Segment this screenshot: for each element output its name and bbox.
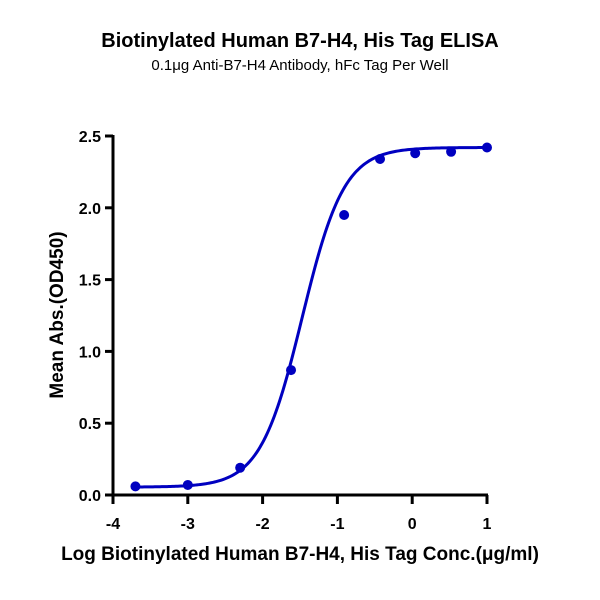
x-tick-label: 0: [408, 516, 417, 533]
x-tick-label: -2: [255, 516, 269, 533]
y-tick-label: 1.0: [79, 344, 101, 361]
data-point: [375, 153, 386, 164]
chart-subtitle: 0.1μg Anti-B7-H4 Antibody, hFc Tag Per W…: [151, 57, 449, 74]
data-points: [130, 142, 492, 492]
data-point: [130, 481, 141, 492]
y-tick-label: 2.5: [79, 129, 101, 146]
data-point: [339, 209, 350, 220]
x-axis-label: Log Biotinylated Human B7-H4, His Tag Co…: [61, 544, 539, 565]
data-point: [182, 479, 193, 490]
chart-title: Biotinylated Human B7-H4, His Tag ELISA: [101, 30, 499, 52]
tick-labels: 0.0 0.5 1.0 1.5 2.0 2.5 -4 -3 -2 -1 0 1: [79, 129, 492, 533]
x-tick-label: 1: [483, 516, 492, 533]
data-point: [410, 148, 421, 159]
y-tick-label: 0.5: [79, 416, 101, 433]
data-point: [286, 365, 297, 376]
y-tick-label: 2.0: [79, 201, 101, 218]
axes: [105, 134, 489, 504]
x-tick-label: -3: [181, 516, 195, 533]
y-tick-label: 1.5: [79, 273, 101, 290]
data-point: [235, 462, 246, 473]
y-axis-label: Mean Abs.(OD450): [47, 231, 68, 399]
x-tick-label: -4: [106, 516, 120, 533]
data-point: [482, 142, 492, 153]
data-point: [446, 146, 457, 157]
x-tick-label: -1: [330, 516, 344, 533]
y-tick-label: 0.0: [79, 488, 101, 505]
fit-curve: [135, 146, 487, 489]
